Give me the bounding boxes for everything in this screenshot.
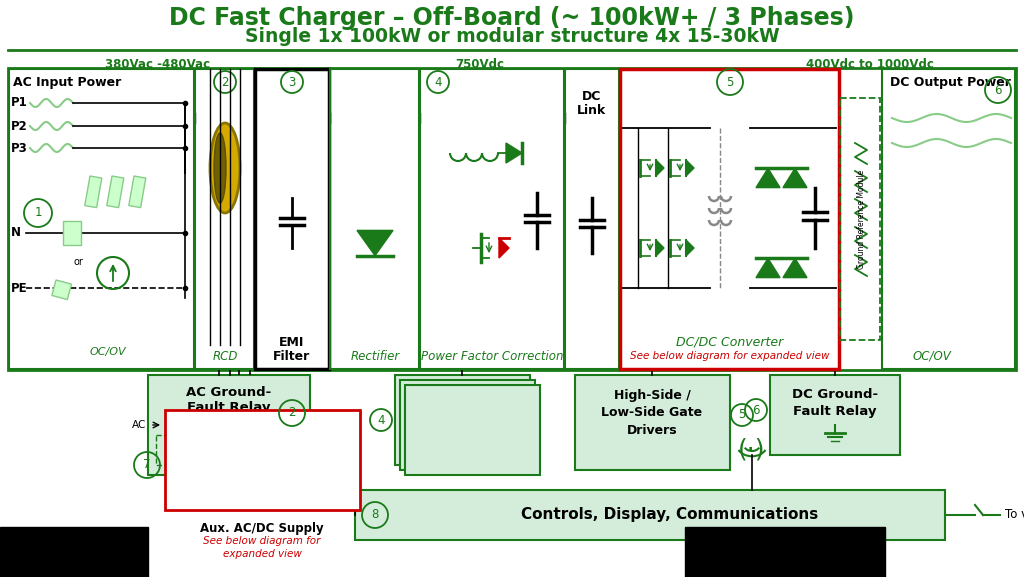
Text: Rectifier: Rectifier bbox=[350, 350, 399, 362]
Text: See below diagram for expanded view: See below diagram for expanded view bbox=[630, 351, 829, 361]
Text: AC: AC bbox=[132, 420, 146, 430]
Text: Filter: Filter bbox=[273, 350, 310, 362]
Text: P2: P2 bbox=[11, 119, 28, 133]
Text: DC Ground-: DC Ground- bbox=[792, 388, 878, 402]
Text: EMI: EMI bbox=[280, 335, 305, 349]
Bar bbox=[0, 527, 148, 577]
Text: or: or bbox=[73, 257, 83, 267]
Bar bbox=[620, 69, 839, 369]
Ellipse shape bbox=[214, 133, 226, 203]
Text: Fault Relay: Fault Relay bbox=[794, 404, 877, 418]
Polygon shape bbox=[686, 240, 694, 256]
Text: Single 1x 100kW or modular structure 4x 15-30kW: Single 1x 100kW or modular structure 4x … bbox=[245, 27, 779, 46]
Text: DC/DC Converter: DC/DC Converter bbox=[677, 335, 783, 349]
Polygon shape bbox=[506, 143, 522, 163]
Polygon shape bbox=[783, 258, 807, 278]
Text: Gate Drivers: Gate Drivers bbox=[421, 418, 519, 432]
Text: AC Input Power: AC Input Power bbox=[13, 76, 121, 89]
Text: Low-Side Gate: Low-Side Gate bbox=[601, 407, 702, 419]
Text: P1: P1 bbox=[11, 96, 28, 110]
Bar bbox=[575, 375, 730, 470]
Text: Drivers: Drivers bbox=[627, 424, 677, 436]
Text: See below diagram for: See below diagram for bbox=[204, 536, 321, 546]
Text: 750Vdc: 750Vdc bbox=[456, 58, 505, 71]
Text: 3: 3 bbox=[289, 76, 296, 88]
Text: 6: 6 bbox=[994, 84, 1001, 96]
Bar bbox=[8, 68, 1016, 370]
Text: High-Side /: High-Side / bbox=[613, 388, 690, 402]
Polygon shape bbox=[656, 240, 664, 256]
Text: expanded view: expanded view bbox=[222, 549, 301, 559]
Bar bbox=[840, 98, 880, 340]
Bar bbox=[330, 69, 419, 369]
Bar bbox=[9, 69, 194, 369]
Bar bbox=[406, 385, 540, 475]
Bar bbox=[63, 221, 81, 245]
Text: DC: DC bbox=[312, 420, 328, 430]
Text: 7: 7 bbox=[143, 459, 151, 471]
Bar bbox=[148, 375, 310, 475]
Text: 2: 2 bbox=[288, 407, 296, 419]
Text: N: N bbox=[11, 227, 22, 239]
Polygon shape bbox=[499, 238, 509, 258]
Bar bbox=[395, 375, 530, 465]
Text: 380Vac -480Vac: 380Vac -480Vac bbox=[105, 58, 210, 71]
Bar bbox=[882, 69, 1015, 369]
Bar bbox=[685, 527, 885, 577]
Bar bbox=[255, 69, 329, 369]
Text: OC/OV: OC/OV bbox=[90, 347, 126, 357]
Text: 1: 1 bbox=[34, 207, 42, 219]
Text: AC Ground-: AC Ground- bbox=[186, 387, 271, 399]
Bar bbox=[565, 69, 618, 369]
Bar bbox=[129, 176, 145, 208]
Text: 2: 2 bbox=[221, 76, 228, 88]
Text: 5: 5 bbox=[726, 76, 733, 88]
Polygon shape bbox=[756, 258, 780, 278]
Text: Ground Reference Module: Ground Reference Module bbox=[856, 170, 865, 269]
Text: DC Fast Charger – Off-Board (~ 100kW+ / 3 Phases): DC Fast Charger – Off-Board (~ 100kW+ / … bbox=[169, 6, 855, 30]
Ellipse shape bbox=[210, 123, 240, 213]
Polygon shape bbox=[656, 160, 664, 176]
Text: DC Output Power: DC Output Power bbox=[890, 76, 1011, 89]
Bar bbox=[420, 69, 564, 369]
Bar bbox=[195, 69, 254, 369]
Text: OC/OV: OC/OV bbox=[912, 350, 951, 362]
Text: DC: DC bbox=[583, 89, 602, 103]
Text: P3: P3 bbox=[11, 141, 28, 155]
Polygon shape bbox=[756, 168, 780, 188]
Text: 4: 4 bbox=[377, 414, 385, 426]
Text: 4: 4 bbox=[434, 76, 441, 88]
Bar bbox=[165, 410, 360, 510]
Bar bbox=[770, 375, 900, 455]
Text: RCD: RCD bbox=[212, 350, 238, 362]
Text: Aux. AC/DC Supply: Aux. AC/DC Supply bbox=[200, 522, 324, 535]
Text: 6: 6 bbox=[753, 403, 760, 417]
Bar bbox=[52, 280, 72, 299]
Text: Controls, Display, Communications: Controls, Display, Communications bbox=[521, 508, 818, 523]
Text: Link: Link bbox=[578, 103, 606, 117]
Bar bbox=[156, 435, 302, 465]
Text: Fault Relay: Fault Relay bbox=[187, 402, 270, 414]
Polygon shape bbox=[686, 160, 694, 176]
Text: (·): (·) bbox=[738, 438, 766, 462]
Text: 8: 8 bbox=[372, 508, 379, 522]
Text: PE: PE bbox=[11, 282, 28, 294]
Bar bbox=[85, 176, 101, 208]
Polygon shape bbox=[783, 168, 807, 188]
Bar bbox=[400, 380, 535, 470]
Text: 5: 5 bbox=[738, 409, 745, 422]
Text: Power Factor Correction: Power Factor Correction bbox=[421, 350, 563, 362]
Text: 400Vdc to 1000Vdc: 400Vdc to 1000Vdc bbox=[806, 58, 934, 71]
Text: To vehicle: To vehicle bbox=[1005, 508, 1024, 522]
Polygon shape bbox=[357, 230, 393, 256]
Bar bbox=[355, 490, 945, 540]
Bar bbox=[106, 176, 124, 208]
